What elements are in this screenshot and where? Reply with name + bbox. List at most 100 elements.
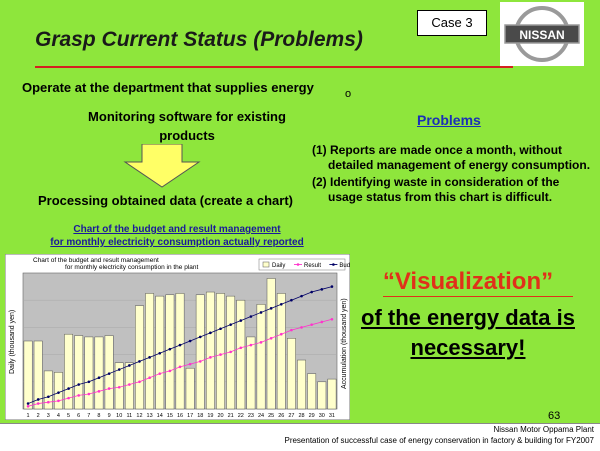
x-tick-28: 28 bbox=[298, 413, 304, 419]
x-tick-18: 18 bbox=[197, 413, 203, 419]
point-result-28 bbox=[300, 326, 303, 329]
chart-caption-line-1: Chart of the budget and result managemen… bbox=[73, 224, 281, 235]
point-budget-13 bbox=[148, 356, 151, 359]
bar-2 bbox=[33, 340, 43, 410]
footer-presentation: Presentation of successful case of energ… bbox=[284, 436, 594, 445]
x-tick-22: 22 bbox=[238, 413, 244, 419]
point-budget-14 bbox=[158, 351, 162, 355]
point-result-24 bbox=[259, 341, 263, 344]
x-tick-20: 20 bbox=[217, 413, 223, 419]
point-budget-8 bbox=[97, 376, 101, 380]
bar-26 bbox=[276, 293, 286, 410]
bar-15 bbox=[165, 294, 175, 410]
point-budget-19 bbox=[209, 331, 212, 335]
bar-24 bbox=[256, 304, 266, 410]
x-tick-1: 1 bbox=[27, 413, 30, 419]
bar-28 bbox=[297, 359, 306, 410]
point-budget-5 bbox=[67, 387, 70, 390]
x-tick-4: 4 bbox=[57, 413, 60, 419]
point-budget-26 bbox=[279, 302, 283, 306]
bar-7 bbox=[84, 336, 94, 410]
point-result-30 bbox=[320, 320, 324, 324]
x-tick-9: 9 bbox=[108, 413, 111, 419]
point-budget-31 bbox=[330, 285, 334, 288]
point-budget-17 bbox=[188, 339, 192, 343]
x-tick-17: 17 bbox=[187, 413, 193, 419]
bar-1 bbox=[23, 340, 33, 410]
point-result-10 bbox=[117, 385, 121, 389]
chart-title: Chart of the budget and result managemen… bbox=[33, 257, 159, 264]
point-budget-28 bbox=[300, 294, 303, 298]
x-tick-12: 12 bbox=[136, 413, 142, 419]
point-result-21 bbox=[229, 350, 232, 354]
chart-caption-line-2: for monthly electricity consumption actu… bbox=[50, 237, 304, 248]
x-tick-29: 29 bbox=[309, 413, 315, 419]
legend-swatch-daily bbox=[262, 261, 270, 268]
footer-bar bbox=[0, 423, 600, 451]
point-result-17 bbox=[188, 362, 192, 366]
point-result-15 bbox=[168, 369, 172, 373]
point-budget-29 bbox=[310, 290, 313, 294]
point-result-18 bbox=[198, 360, 202, 363]
x-tick-5: 5 bbox=[67, 413, 70, 419]
point-result-20 bbox=[219, 353, 222, 356]
point-budget-20 bbox=[219, 327, 222, 331]
page-title: Grasp Current Status (Problems) bbox=[35, 28, 363, 51]
point-result-26 bbox=[279, 332, 283, 336]
bar-4 bbox=[54, 372, 63, 410]
point-budget-23 bbox=[249, 315, 253, 318]
chart-bars bbox=[23, 278, 337, 410]
chart-svg: Chart of the budget and result managemen… bbox=[4, 253, 359, 421]
x-tick-14: 14 bbox=[157, 413, 163, 419]
point-result-2 bbox=[36, 402, 40, 405]
bar-3 bbox=[43, 370, 53, 410]
problems-heading: Problems bbox=[417, 112, 481, 128]
x-tick-31: 31 bbox=[329, 413, 335, 419]
point-result-22 bbox=[239, 346, 243, 350]
nissan-logo: NISSAN bbox=[500, 2, 584, 66]
point-result-11 bbox=[128, 383, 131, 386]
x-tick-27: 27 bbox=[288, 413, 294, 419]
point-result-3 bbox=[47, 400, 50, 404]
logo-text: NISSAN bbox=[519, 28, 564, 42]
point-budget-30 bbox=[320, 288, 324, 291]
point-result-31 bbox=[330, 317, 334, 321]
point-budget-1 bbox=[26, 402, 30, 405]
point-budget-7 bbox=[87, 380, 91, 384]
visualization-heading: “Visualization” bbox=[382, 268, 554, 295]
title-underline bbox=[35, 66, 513, 68]
bar-18 bbox=[195, 294, 205, 410]
processing-data-text: Processing obtained data (create a chart… bbox=[37, 193, 294, 208]
point-result-5 bbox=[67, 396, 70, 400]
point-budget-6 bbox=[77, 383, 81, 386]
chart-lines bbox=[26, 285, 334, 408]
x-tick-8: 8 bbox=[97, 413, 100, 419]
subtitle-mark: o bbox=[345, 88, 352, 100]
nissan-logo-icon: NISSAN bbox=[504, 6, 580, 62]
point-budget-21 bbox=[229, 323, 232, 326]
bar-27 bbox=[287, 338, 296, 410]
monitoring-software-text: Monitoring software for existing product… bbox=[88, 109, 286, 143]
bar-13 bbox=[145, 293, 155, 410]
x-tick-21: 21 bbox=[228, 413, 234, 419]
point-result-25 bbox=[269, 336, 273, 340]
point-result-1 bbox=[26, 404, 30, 408]
bar-6 bbox=[74, 335, 84, 410]
point-budget-22 bbox=[239, 319, 243, 322]
electricity-chart: Chart of the budget and result managemen… bbox=[4, 253, 359, 421]
chart-y2-label: Accumulation (thousand yen) bbox=[341, 298, 348, 389]
problems-list: (1) Reports are made once a month, witho… bbox=[312, 143, 597, 207]
chart-x-ticks: 1 2 3 4 5 6 7 8 9 10 11 12 13 14 15 16 17 18 19 20 21 22 23 24 2… bbox=[27, 413, 335, 419]
bar-20 bbox=[216, 293, 225, 410]
x-tick-24: 24 bbox=[258, 413, 264, 419]
legend-label-result: Result bbox=[304, 263, 321, 269]
bar-17 bbox=[185, 367, 195, 410]
problem-item-1: (1) Reports are made once a month, witho… bbox=[312, 143, 591, 172]
point-budget-15 bbox=[168, 347, 172, 351]
point-budget-2 bbox=[36, 398, 40, 401]
point-result-23 bbox=[249, 343, 253, 347]
down-arrow-icon bbox=[123, 144, 201, 188]
x-tick-16: 16 bbox=[177, 413, 183, 419]
bar-8 bbox=[94, 336, 104, 410]
x-tick-19: 19 bbox=[207, 413, 213, 419]
